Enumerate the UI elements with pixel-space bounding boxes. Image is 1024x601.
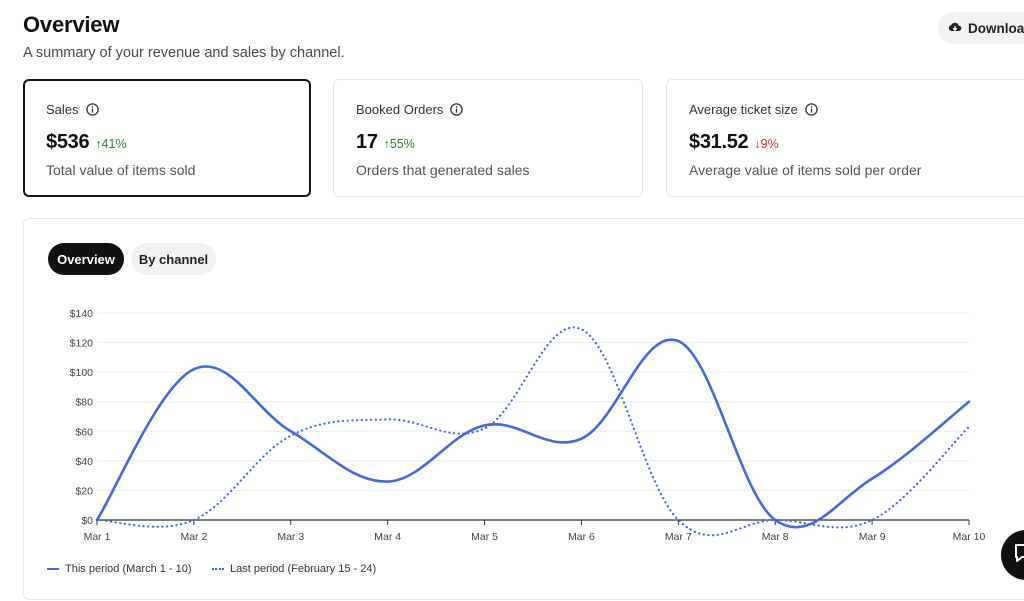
arrow-up-icon: ↑: [95, 137, 102, 151]
chat-bubble-icon: [1013, 542, 1024, 569]
x-tick-label: Mar 2: [180, 531, 207, 543]
download-button[interactable]: Download: [938, 12, 1024, 44]
cloud-download-icon: [948, 21, 962, 35]
metric-card-average-ticket-size[interactable]: Average ticket size $31.52 ↓ 9% Average v…: [666, 79, 1024, 197]
x-tick-label: Mar 5: [471, 531, 498, 543]
x-tick-label: Mar 8: [762, 531, 789, 543]
card-description: Average value of items sold per order: [689, 162, 922, 178]
y-tick-label: $40: [75, 456, 93, 468]
delta-badge: ↓ 9%: [754, 137, 778, 151]
arrow-up-icon: ↑: [383, 137, 390, 151]
x-tick-label: Mar 9: [859, 531, 886, 543]
y-tick-label: $20: [75, 485, 93, 497]
delta-value: 9%: [760, 137, 779, 151]
y-tick-label: $100: [70, 367, 94, 379]
delta-value: 55%: [389, 137, 415, 151]
card-description: Total value of items sold: [46, 162, 196, 178]
card-value: $536: [46, 131, 90, 153]
metric-card-booked-orders[interactable]: Booked Orders 17 ↑ 55% Orders that genera…: [333, 79, 643, 197]
tab-by-channel[interactable]: By channel: [131, 243, 216, 275]
x-tick-label: Mar 4: [374, 531, 401, 543]
delta-badge: ↑ 55%: [384, 137, 415, 151]
card-value: $31.52: [689, 131, 749, 153]
chart-panel: [23, 218, 1024, 600]
download-label: Download: [968, 20, 1024, 36]
arrow-down-icon: ↓: [754, 137, 761, 151]
legend-item-last-period[interactable]: Last period (February 15 - 24): [212, 563, 376, 575]
page-title: Overview: [23, 12, 120, 37]
info-icon[interactable]: [805, 103, 818, 116]
info-icon[interactable]: [85, 103, 99, 116]
dotted-line-swatch: [212, 568, 224, 570]
x-tick-label: Mar 3: [277, 531, 304, 543]
y-tick-label: $80: [75, 397, 93, 409]
delta-value: 41%: [101, 137, 127, 151]
card-label: Average ticket size: [689, 102, 798, 117]
x-tick-label: Mar 6: [568, 531, 595, 543]
metric-card-sales[interactable]: Sales $536 ↑ 41% Total value of items sol…: [23, 79, 311, 197]
card-description: Orders that generated sales: [356, 162, 530, 178]
info-icon[interactable]: [450, 103, 464, 116]
y-tick-label: $120: [70, 338, 94, 350]
delta-badge: ↑ 41%: [95, 137, 126, 151]
chat-button[interactable]: [1001, 530, 1024, 580]
y-tick-label: $60: [75, 426, 93, 438]
card-label: Sales: [46, 102, 79, 117]
solid-line-swatch: [47, 568, 59, 570]
x-tick-label: Mar 1: [84, 531, 111, 543]
series-line-last-period: [95, 326, 971, 537]
legend-label: Last period (February 15 - 24): [230, 563, 377, 575]
card-label: Booked Orders: [356, 102, 444, 117]
legend-item-this-period[interactable]: This period (March 1 - 10): [47, 563, 192, 575]
y-tick-label: $0: [81, 515, 93, 527]
tab-overview[interactable]: Overview: [48, 243, 124, 275]
card-value: 17: [356, 131, 378, 153]
x-tick-label: Mar 7: [665, 531, 692, 543]
legend-label: This period (March 1 - 10): [65, 563, 192, 575]
series-line-this-period: [95, 338, 971, 529]
x-tick-label: Mar 10: [953, 531, 986, 543]
y-tick-label: $140: [70, 308, 94, 320]
page-subtitle: A summary of your revenue and sales by c…: [23, 45, 345, 61]
